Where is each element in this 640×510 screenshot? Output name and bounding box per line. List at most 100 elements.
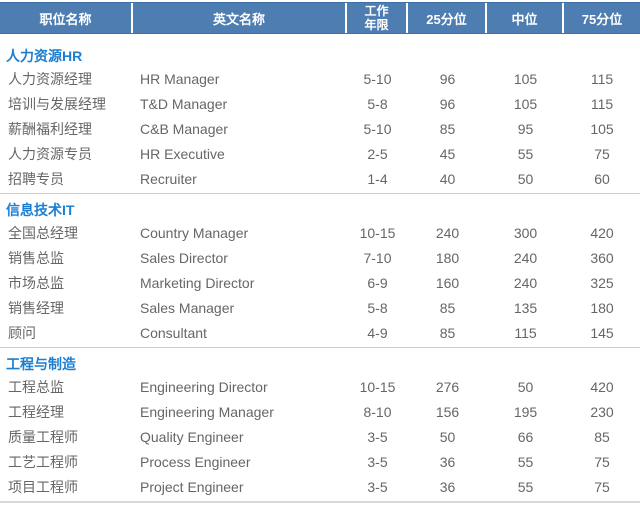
cell-median: 50: [517, 378, 534, 395]
table-body: 人力资源HR 人力资源经理 HR Manager 5-10 96 105 115 培训与发展经…: [0, 34, 640, 503]
cell-position-cn: 工艺工程师: [8, 453, 78, 470]
column-header-position-label: 职位名称: [39, 11, 92, 27]
cell-position-en: Country Manager: [140, 224, 249, 241]
cell-years: 10-15: [359, 378, 396, 395]
section-title: 人力资源HR: [6, 48, 83, 64]
cell-median: 55: [517, 478, 534, 495]
cell-p25: 276: [435, 378, 460, 395]
cell-p75: 230: [590, 403, 614, 420]
cell-median: 55: [517, 453, 534, 470]
cell-median: 240: [513, 274, 538, 291]
cell-p25: 240: [435, 224, 460, 241]
cell-p25: 160: [435, 274, 460, 291]
table-section: 人力资源HR 人力资源经理 HR Manager 5-10 96 105 115 培训与发展经…: [0, 34, 640, 194]
cell-p75: 420: [590, 224, 614, 241]
table-row: 工程总监 Engineering Director 10-15 276 50 420: [0, 374, 640, 399]
cell-median: 66: [517, 428, 534, 445]
cell-median: 300: [513, 224, 538, 241]
table-row: 工程经理 Engineering Manager 8-10 156 195 230: [0, 399, 640, 424]
cell-years: 3-5: [367, 453, 388, 470]
cell-position-en: Engineering Manager: [140, 403, 274, 420]
cell-position-cn: 培训与发展经理: [8, 95, 106, 112]
cell-position-en: Quality Engineer: [140, 428, 244, 445]
cell-position-en: Recruiter: [140, 170, 197, 187]
section-title: 信息技术IT: [6, 202, 75, 218]
cell-median: 105: [513, 95, 538, 112]
cell-position-cn: 销售经理: [8, 299, 64, 316]
cell-years: 3-5: [367, 478, 388, 495]
column-header-english-label: 英文名称: [212, 11, 265, 27]
cell-p75: 75: [594, 453, 610, 470]
cell-position-en: HR Manager: [140, 70, 220, 87]
table-row: 全国总经理 Country Manager 10-15 240 300 420: [0, 220, 640, 245]
section-divider: [0, 347, 640, 348]
cell-years: 2-5: [367, 145, 388, 162]
cell-median: 240: [513, 249, 538, 266]
column-header-median: 中位: [487, 3, 564, 33]
cell-p25: 96: [439, 70, 456, 87]
cell-position-en: Consultant: [140, 324, 207, 341]
cell-position-en: Marketing Director: [140, 274, 255, 291]
cell-years: 5-10: [363, 120, 392, 137]
cell-position-en: T&D Manager: [140, 95, 228, 112]
cell-median: 135: [513, 299, 538, 316]
column-header-p25: 25分位: [408, 3, 487, 33]
cell-p75: 115: [590, 95, 614, 112]
cell-years: 5-10: [363, 70, 392, 87]
cell-p75: 325: [590, 274, 614, 291]
cell-position-en: Process Engineer: [140, 453, 251, 470]
cell-years: 5-8: [367, 95, 388, 112]
cell-p25: 50: [439, 428, 456, 445]
column-header-years-label: 工作年限: [364, 4, 389, 32]
cell-p25: 180: [435, 249, 460, 266]
table-row: 人力资源经理 HR Manager 5-10 96 105 115: [0, 66, 640, 91]
column-header-position: 职位名称: [0, 3, 133, 33]
table-row: 项目工程师 Project Engineer 3-5 36 55 75: [0, 474, 640, 499]
cell-position-en: HR Executive: [140, 145, 225, 162]
cell-median: 50: [517, 170, 534, 187]
section-divider: [0, 501, 640, 503]
cell-position-cn: 人力资源专员: [8, 145, 92, 162]
table-row: 人力资源专员 HR Executive 2-5 45 55 75: [0, 141, 640, 166]
cell-position-cn: 工程总监: [8, 378, 64, 395]
cell-position-cn: 市场总监: [8, 274, 64, 291]
cell-position-en: Engineering Director: [140, 378, 268, 395]
column-header-p25-label: 25分位: [426, 11, 467, 27]
cell-years: 7-10: [363, 249, 392, 266]
cell-median: 105: [513, 70, 538, 87]
cell-position-cn: 招聘专员: [8, 170, 64, 187]
cell-median: 55: [517, 145, 534, 162]
cell-years: 10-15: [359, 224, 396, 241]
cell-position-cn: 质量工程师: [8, 428, 78, 445]
cell-median: 95: [517, 120, 534, 137]
table-row: 市场总监 Marketing Director 6-9 160 240 325: [0, 270, 640, 295]
cell-p25: 40: [439, 170, 456, 187]
table-section: 信息技术IT 全国总经理 Country Manager 10-15 240 300 420…: [0, 194, 640, 348]
cell-position-en: C&B Manager: [140, 120, 228, 137]
cell-p75: 420: [590, 378, 614, 395]
cell-median: 115: [514, 324, 537, 341]
cell-p75: 75: [594, 478, 610, 495]
cell-p25: 85: [439, 120, 456, 137]
cell-p75: 85: [594, 428, 610, 445]
cell-p75: 115: [590, 70, 614, 87]
cell-position-cn: 销售总监: [8, 249, 64, 266]
cell-years: 8-10: [363, 403, 392, 420]
table-row: 薪酬福利经理 C&B Manager 5-10 85 95 105: [0, 116, 640, 141]
cell-position-en: Sales Manager: [140, 299, 235, 316]
cell-position-cn: 全国总经理: [8, 224, 78, 241]
column-header-years: 工作年限: [347, 3, 408, 33]
section-title: 工程与制造: [6, 356, 76, 372]
cell-years: 6-9: [367, 274, 388, 291]
cell-p75: 180: [590, 299, 614, 316]
table-header-row: 职位名称 英文名称 工作年限 25分位 中位 75分位: [0, 2, 640, 34]
cell-position-en: Project Engineer: [140, 478, 244, 495]
cell-median: 195: [513, 403, 538, 420]
cell-p75: 145: [590, 324, 614, 341]
cell-p25: 85: [439, 299, 456, 316]
cell-years: 4-9: [367, 324, 388, 341]
cell-position-cn: 项目工程师: [8, 478, 78, 495]
cell-p25: 156: [435, 403, 460, 420]
cell-position-cn: 人力资源经理: [8, 70, 92, 87]
